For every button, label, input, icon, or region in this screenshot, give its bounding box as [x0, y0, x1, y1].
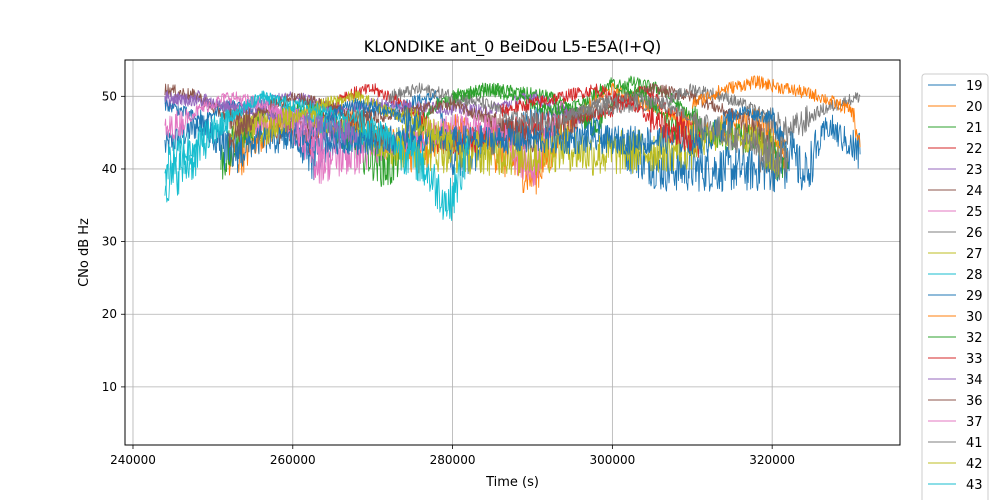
legend-box — [921, 73, 989, 500]
series-line-43 — [164, 90, 470, 222]
y-tick-label: 50 — [102, 89, 117, 103]
legend-label-43: 43 — [966, 478, 983, 493]
y-tick-label: 10 — [102, 380, 117, 394]
legend-label-19: 19 — [966, 79, 983, 94]
legend: 19 20 21 22 23 24 25 26 27 28 29 30 32 33 34 36 37 41 42 43… — [921, 73, 989, 500]
legend-label-41: 41 — [966, 436, 983, 451]
series-line-26 — [388, 82, 861, 145]
legend-label-23: 23 — [966, 163, 983, 178]
series-line-30 — [691, 75, 861, 148]
x-axis-label: Time (s) — [485, 475, 539, 490]
legend-label-26: 26 — [966, 226, 983, 241]
legend-label-24: 24 — [966, 184, 983, 199]
legend-label-37: 37 — [966, 415, 983, 430]
legend-label-22: 22 — [966, 142, 983, 157]
legend-label-25: 25 — [966, 205, 983, 220]
y-axis-label: CNo dB Hz — [77, 218, 92, 287]
legend-label-33: 33 — [966, 352, 983, 367]
legend-label-36: 36 — [966, 394, 983, 409]
legend-label-28: 28 — [966, 268, 983, 283]
legend-label-29: 29 — [966, 289, 983, 304]
x-tick-label: 320000 — [749, 453, 795, 467]
axis-ticks: 240000 260000 280000 300000 320000 10 20 30 40 50 — [102, 89, 795, 467]
series-line-37 — [164, 91, 326, 160]
x-tick-label: 300000 — [589, 453, 635, 467]
plot-area — [164, 75, 861, 222]
x-tick-label: 260000 — [270, 453, 316, 467]
series-line-42 — [260, 90, 454, 150]
y-tick-label: 30 — [102, 235, 117, 249]
legend-label-20: 20 — [966, 100, 983, 115]
legend-label-42: 42 — [966, 457, 983, 472]
legend-label-21: 21 — [966, 121, 983, 136]
legend-label-32: 32 — [966, 331, 983, 346]
y-tick-label: 40 — [102, 162, 117, 176]
x-tick-label: 280000 — [430, 453, 476, 467]
legend-label-34: 34 — [966, 373, 983, 388]
y-tick-label: 20 — [102, 307, 117, 321]
legend-label-27: 27 — [966, 247, 983, 262]
series-line-29 — [164, 97, 861, 191]
axes-frame — [124, 59, 901, 446]
series-line-36 — [228, 92, 390, 150]
x-tick-label: 240000 — [110, 453, 156, 467]
series-line-44 — [324, 97, 422, 136]
legend-label-30: 30 — [966, 310, 983, 325]
series-line-41 — [563, 91, 789, 181]
chart-title: KLONDIKE ant_0 BeiDou L5-E5A(I+Q) — [364, 37, 662, 57]
series-line-33 — [500, 83, 693, 152]
